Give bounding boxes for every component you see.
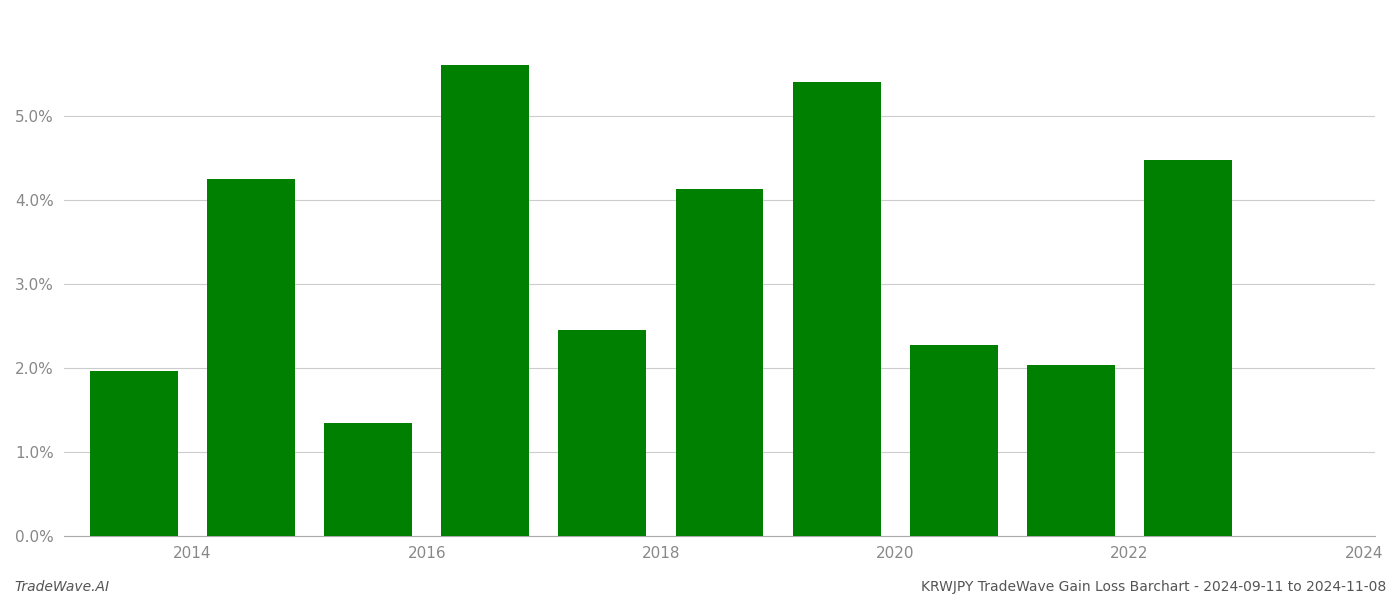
Bar — [207, 179, 295, 536]
Bar — [1144, 160, 1232, 536]
Bar — [792, 82, 881, 536]
Text: KRWJPY TradeWave Gain Loss Barchart - 2024-09-11 to 2024-11-08: KRWJPY TradeWave Gain Loss Barchart - 20… — [921, 580, 1386, 594]
Bar — [676, 189, 763, 536]
Bar — [441, 65, 529, 536]
Bar — [325, 423, 412, 536]
Bar — [559, 330, 647, 536]
Bar — [910, 346, 998, 536]
Bar — [1028, 365, 1114, 536]
Bar — [90, 371, 178, 536]
Text: TradeWave.AI: TradeWave.AI — [14, 580, 109, 594]
